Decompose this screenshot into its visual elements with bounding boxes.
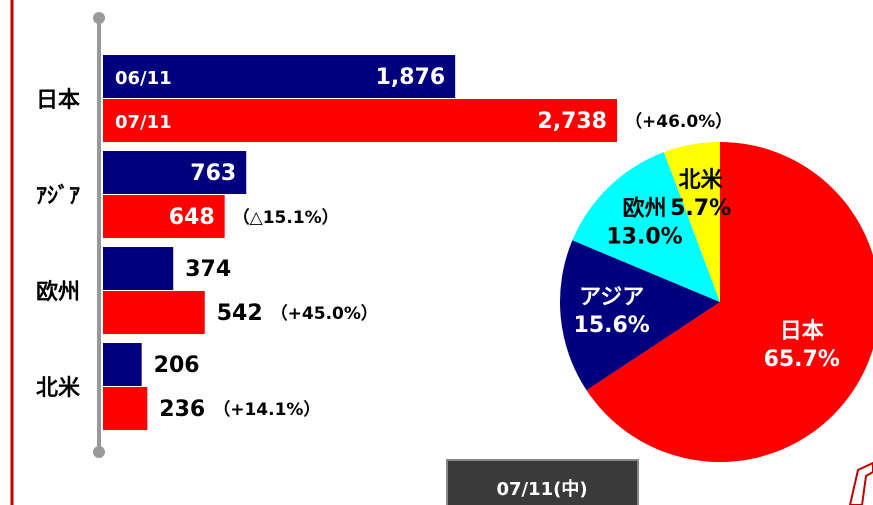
value-label: 542 <box>217 301 263 326</box>
category-label: 北米 <box>36 376 81 401</box>
change-label: （△15.1%） <box>233 207 339 228</box>
bar <box>103 55 456 98</box>
decoration <box>848 461 873 505</box>
value-label: 648 <box>169 205 215 230</box>
button-box[interactable] <box>446 459 639 505</box>
pie-chart: 日本 65.7% アジア 15.6% 欧州 13.0% 北米 5.7% <box>559 142 873 462</box>
bar <box>103 195 225 238</box>
category-label: 欧州 <box>36 279 80 305</box>
change-label: （+45.0%） <box>271 303 378 324</box>
axis-cap <box>93 12 105 24</box>
bar <box>103 291 205 334</box>
legend-label: 06/11 <box>115 68 172 89</box>
bar <box>103 99 617 142</box>
bar <box>103 343 142 386</box>
pie-category: 日本 <box>780 319 824 344</box>
category-label: 日本 <box>36 88 80 113</box>
category-label: ｱｼﾞｱ <box>36 183 80 209</box>
pie-value: 15.6% <box>574 313 650 338</box>
pie-slice <box>586 142 873 462</box>
button-label[interactable]: 07/11(中) <box>496 478 587 500</box>
bar <box>103 387 148 430</box>
value-label: 374 <box>185 257 231 282</box>
bar <box>103 247 174 290</box>
bar-chart: 日本 1,876 06/11 2,738 07/11 （+46.0%） ｱｼﾞｱ 763 648… <box>36 55 732 430</box>
bar <box>103 151 247 194</box>
change-label: （+46.0%） <box>625 111 732 132</box>
value-label: 1,876 <box>376 65 446 90</box>
axis-cap <box>93 446 105 458</box>
legend-label: 07/11 <box>115 112 172 133</box>
pie-slice <box>572 152 720 302</box>
value-label: 763 <box>190 161 236 186</box>
pie-slice <box>559 240 720 391</box>
pie-value: 13.0% <box>606 225 682 250</box>
pie-category: アジア <box>579 285 644 310</box>
pie-category: 欧州 <box>623 196 667 222</box>
value-label: 236 <box>159 397 205 422</box>
change-label: （+14.1%） <box>213 399 320 420</box>
pie-category: 北米 <box>679 168 724 193</box>
pie-value: 65.7% <box>764 347 840 372</box>
value-label: 2,738 <box>537 109 607 134</box>
button[interactable]: 07/11(中) <box>446 459 639 505</box>
pie-value: 5.7% <box>670 196 731 221</box>
value-label: 206 <box>154 353 200 378</box>
pie-slice <box>663 142 720 302</box>
